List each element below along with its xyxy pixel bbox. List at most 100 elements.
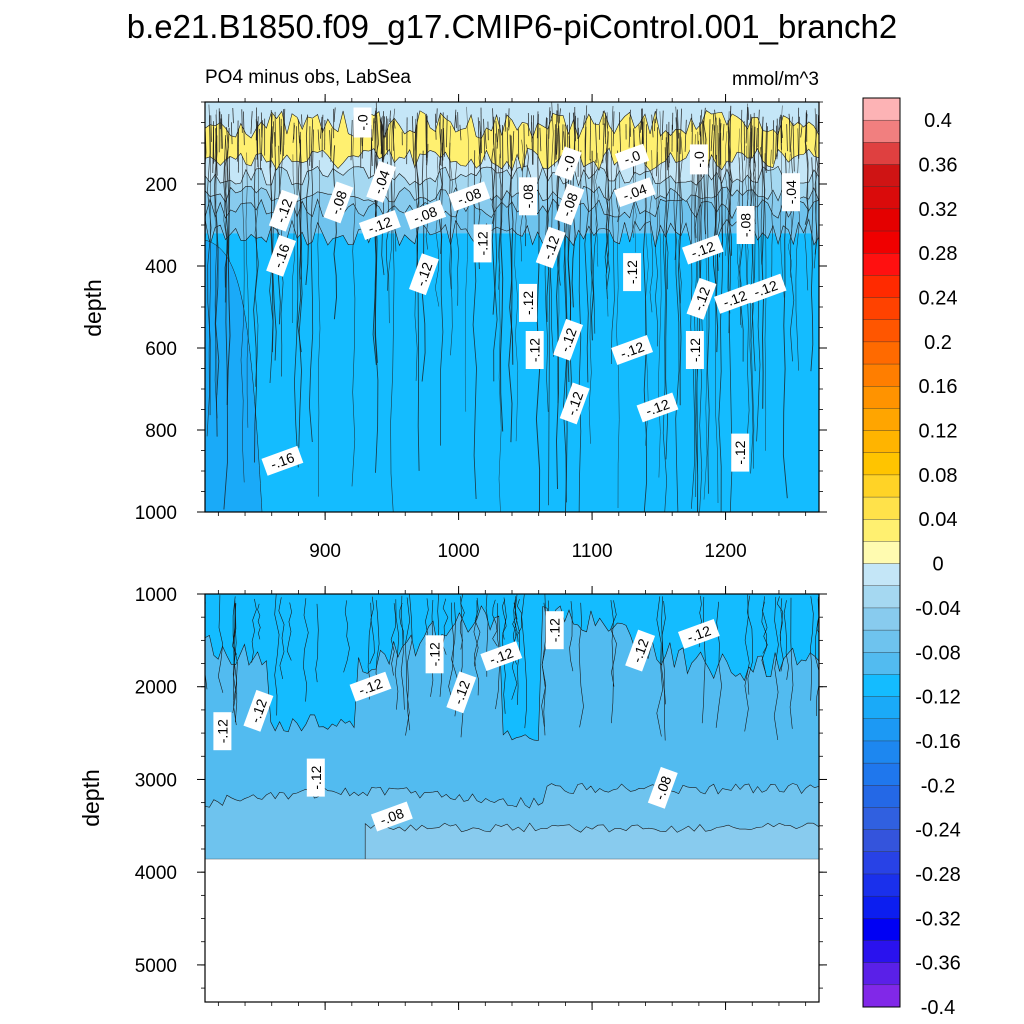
colorbar-swatch: [862, 164, 901, 188]
colorbar-swatch: [862, 252, 901, 276]
bottom-contour-label-7: -.12: [625, 629, 656, 672]
colorbar-label: -0.08: [915, 642, 961, 664]
top-surface-contour: [700, 109, 703, 124]
top-surface-contour: [584, 126, 587, 173]
top-contour-label-box: [366, 160, 397, 203]
top-contour-line: [269, 113, 274, 353]
top-contour-label-box: [448, 181, 491, 212]
seafloor-mask: [205, 859, 819, 1002]
bottom-contour-line: [369, 596, 375, 665]
bottom-contour-line: [661, 596, 666, 741]
top-surface-contour: [241, 109, 243, 133]
top-surface-contour: [629, 117, 632, 137]
top-surface-contour: [301, 114, 303, 127]
bottom-panel-contour-labels: -.12 -.12 -.12 -.12 -.12 -.12 -.12 -.12 -.12 -.12…: [213, 611, 720, 832]
top-contour-label-13: -.12: [268, 189, 299, 232]
top-contour-label-box: [736, 206, 755, 244]
bottom-contour-label-1: -.12: [243, 689, 274, 732]
bottom-contour-line: [502, 599, 507, 640]
colorbar-label: -0.32: [915, 908, 961, 930]
top-surface-contour: [556, 128, 559, 155]
top-contour-line: [764, 153, 767, 451]
top-surface-contour: [389, 110, 391, 123]
top-surface-contour: [215, 128, 218, 176]
top-contour-label-box: [323, 181, 354, 224]
top-contour-line: [254, 140, 259, 387]
top-contour-line: [449, 142, 452, 290]
top-surface-contour: [506, 127, 509, 170]
bottom-contour-line: [810, 596, 814, 701]
top-contour-label-box: [353, 107, 372, 138]
bottom-contour-line: [541, 594, 547, 736]
top-surface-contour: [745, 106, 748, 144]
top-contour-label-box: [358, 210, 401, 240]
top-contour-label-25: -.12: [553, 318, 584, 361]
top-contour-label-box: [535, 226, 566, 269]
top-contour-line: [655, 151, 659, 347]
top-contour-line: [472, 150, 477, 500]
colorbar-label: 0.28: [919, 243, 958, 265]
top-contour-line: [593, 159, 598, 334]
colorbar-swatch: [862, 452, 901, 476]
top-contour-label-text: -.08: [738, 213, 754, 237]
bottom-contour-label-box: [370, 801, 413, 832]
top-surface-contour: [236, 120, 239, 162]
bottom-contour-label-box: [625, 629, 656, 672]
colorbar: [862, 97, 901, 1008]
top-surface-contour: [710, 124, 713, 152]
top-contour-label-text: -.0: [622, 147, 643, 168]
colorbar-swatch: [862, 851, 901, 875]
top-contour-label-text: -.16: [268, 449, 296, 472]
bottom-contour-line: [516, 599, 523, 642]
top-contour-line: [226, 127, 231, 406]
top-surface-contour: [231, 122, 233, 145]
top-contour-label-14: -.12: [358, 210, 401, 240]
top-contour-line: [658, 111, 662, 478]
top-surface-contour: [589, 116, 591, 161]
bottom-contour-line: [578, 602, 584, 728]
top-contour-line: [245, 152, 249, 428]
top-contour-line: [770, 149, 773, 278]
top-surface-contour: [280, 118, 282, 152]
top-y-tick-label: 1000: [135, 503, 177, 524]
top-contour-label-text: -.08: [455, 185, 483, 208]
bottom-contour-label-text: -.12: [685, 622, 713, 645]
top-surface-contour: [372, 118, 375, 141]
top-contour-line: [644, 157, 649, 446]
colorbar-label: 0: [932, 554, 943, 576]
bottom-contour-label-box: [545, 611, 564, 650]
top-surface-contour: [384, 116, 386, 138]
top-surface-contour: [414, 124, 417, 151]
colorbar-swatch: [862, 629, 901, 653]
top-contour-label-26: -.12: [611, 335, 654, 365]
top-contour-label-8: -.08: [448, 181, 491, 212]
top-contour-label-text: -.12: [732, 440, 748, 464]
top-surface-contour: [780, 114, 782, 150]
top-contour-line: [464, 106, 469, 412]
colorbar-label: 0.24: [919, 288, 958, 310]
top-contour-label-30: -.12: [731, 433, 750, 472]
bottom-contour-line: [773, 596, 779, 741]
colorbar-swatch: [862, 807, 901, 831]
top-contour-line: [305, 114, 310, 286]
top-contour-label-text: -.16: [269, 242, 292, 270]
top-contour-label-box: [685, 331, 704, 369]
top-contour-line: [588, 159, 593, 444]
bottom-contour-line: [232, 600, 238, 726]
top-contour-label-19: -.12: [408, 253, 439, 296]
top-contour-label-28: -.12: [559, 382, 590, 425]
top-contour-line: [616, 154, 621, 509]
colorbar-label: -0.36: [915, 953, 961, 975]
top-contour-label-29: -.12: [636, 392, 679, 423]
top-surface-contour: [684, 119, 687, 152]
top-surface-contour: [279, 116, 281, 155]
top-contour-label-box: [266, 234, 297, 277]
bottom-y-tick-label: 4000: [135, 863, 177, 884]
top-contour-label-box: [473, 224, 492, 263]
bottom-contour-label-box: [213, 712, 232, 751]
colorbar-swatch: [862, 541, 901, 565]
top-contour-label-box: [713, 283, 756, 314]
top-contour-label-32: -.16: [261, 445, 304, 476]
colorbar-label: -0.28: [915, 864, 961, 886]
bottom-contour-label-box: [243, 689, 274, 732]
